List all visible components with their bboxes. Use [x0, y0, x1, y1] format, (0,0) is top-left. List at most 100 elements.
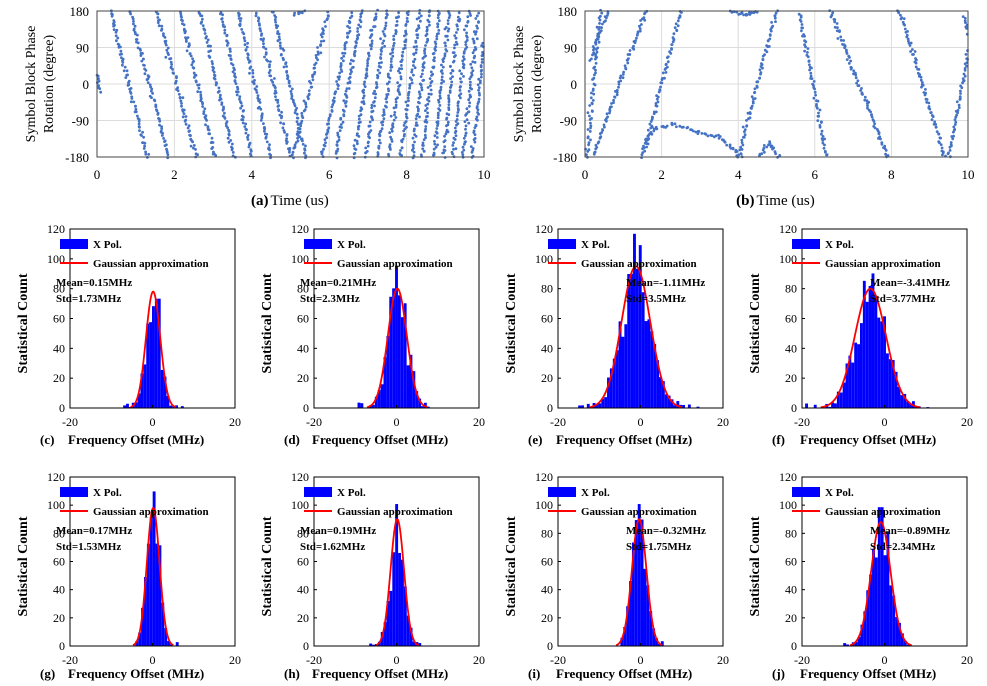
data-point: [295, 132, 299, 136]
data-point: [446, 38, 450, 42]
data-point: [816, 106, 819, 110]
data-point: [276, 105, 280, 108]
data-point: [137, 122, 141, 126]
data-point: [359, 120, 362, 124]
data-point: [454, 40, 458, 44]
data-point: [371, 109, 375, 113]
data-point: [925, 98, 929, 101]
data-point: [904, 30, 908, 34]
data-point: [158, 117, 161, 121]
data-point: [307, 97, 310, 101]
data-point: [471, 51, 475, 55]
data-point: [382, 32, 386, 36]
data-point: [771, 147, 774, 151]
data-point: [869, 110, 872, 114]
histogram-bar: [869, 574, 873, 646]
data-point: [592, 82, 596, 86]
data-point: [135, 38, 139, 41]
data-point: [231, 70, 235, 74]
data-point: [177, 92, 181, 96]
data-point: [210, 147, 214, 151]
series-s10: [797, 12, 829, 157]
data-point: [401, 54, 404, 58]
data-point: [278, 44, 282, 48]
data-point: [937, 132, 941, 136]
data-point: [451, 144, 455, 147]
y-tick-label: 0: [303, 639, 309, 653]
series-s5: [179, 10, 218, 157]
y-tick-label: 60: [785, 312, 797, 326]
data-point: [401, 137, 405, 141]
data-point: [413, 57, 417, 61]
series-s22: [432, 10, 452, 157]
data-point: [400, 140, 404, 144]
data-point: [866, 106, 869, 110]
data-point: [589, 138, 592, 142]
data-point: [958, 97, 962, 101]
data-point: [440, 75, 444, 79]
data-point: [290, 92, 293, 96]
histogram-bar: [854, 642, 858, 646]
data-point: [134, 107, 138, 111]
data-point: [866, 104, 869, 107]
data-point: [189, 54, 193, 58]
data-point: [276, 98, 280, 102]
data-point: [413, 140, 416, 144]
data-point: [635, 36, 638, 40]
data-point: [456, 28, 460, 31]
data-point: [385, 100, 389, 104]
data-point: [958, 95, 962, 99]
data-point: [160, 127, 164, 130]
series-s13: [320, 11, 354, 159]
std-annotation: Std=1.62MHz: [300, 541, 365, 553]
data-point: [762, 144, 766, 147]
data-point: [477, 86, 481, 89]
data-point: [357, 127, 360, 131]
y-tick-label: 20: [53, 371, 65, 385]
data-point: [423, 47, 427, 51]
data-point: [458, 69, 462, 73]
x-tick-label: -20: [550, 415, 566, 429]
data-point: [136, 33, 139, 37]
data-point: [163, 140, 166, 144]
data-point: [857, 84, 861, 87]
data-point: [649, 131, 653, 135]
data-point: [351, 65, 355, 69]
data-point: [322, 39, 326, 43]
data-point: [608, 107, 612, 111]
histogram-bar: [164, 628, 168, 646]
data-point: [241, 121, 245, 125]
data-point: [672, 32, 676, 36]
data-point: [150, 89, 153, 93]
data-point: [433, 140, 436, 143]
data-point: [590, 91, 593, 95]
data-point: [339, 116, 343, 120]
data-point: [392, 118, 396, 122]
data-point: [803, 34, 806, 38]
data-point: [449, 64, 452, 68]
data-point: [929, 111, 933, 114]
histogram-bar: [828, 406, 832, 408]
y-tick-label: 80: [53, 282, 65, 296]
histogram-bar: [898, 622, 901, 646]
data-point: [390, 137, 393, 141]
data-point: [113, 23, 116, 27]
histogram-bars: [135, 491, 179, 646]
data-point: [403, 34, 406, 38]
data-point: [182, 112, 186, 116]
data-point: [379, 141, 382, 145]
data-point: [178, 96, 182, 100]
caption-text: Frequency Offset (MHz): [312, 432, 448, 447]
histogram-bar: [868, 285, 872, 408]
data-point: [612, 101, 615, 104]
data-point: [643, 11, 647, 15]
data-point: [260, 114, 264, 118]
data-point: [201, 24, 205, 27]
histogram-bar: [160, 369, 164, 408]
data-point: [767, 45, 771, 48]
data-point: [362, 102, 366, 106]
histogram-bar: [167, 640, 171, 646]
histogram-bar: [123, 405, 127, 408]
data-point: [398, 83, 402, 87]
data-point: [304, 154, 308, 158]
